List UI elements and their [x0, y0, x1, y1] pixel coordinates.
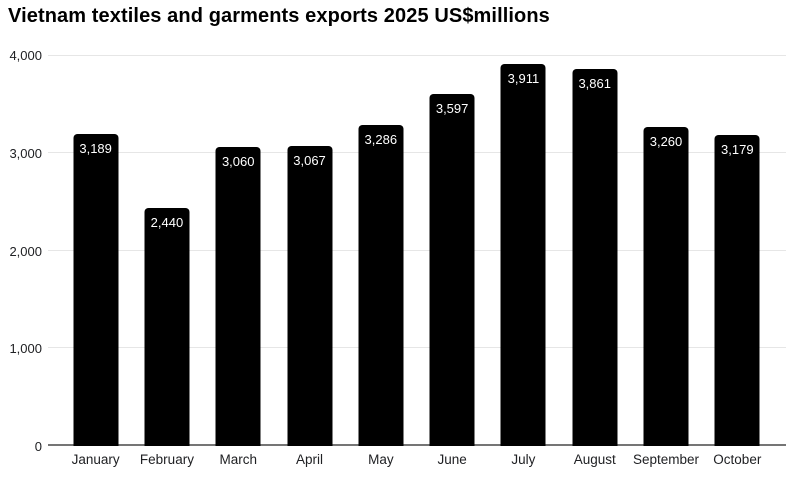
x-tick-label-july: July	[511, 452, 536, 467]
bar-slot-march: 3,060	[203, 55, 274, 446]
y-tick-label-4000: 4,000	[9, 48, 42, 63]
bar-slot-june: 3,597	[416, 55, 487, 446]
bar-value-label-january: 3,189	[79, 141, 112, 157]
bar-value-label-september: 3,260	[649, 134, 683, 150]
bar-may[interactable]: 3,286	[358, 124, 404, 446]
x-tick-label-october: October	[713, 452, 762, 467]
bar-value-label-june: 3,597	[435, 101, 469, 117]
bar-slot-july: 3,911	[488, 55, 559, 446]
bar-june[interactable]: 3,597	[429, 94, 475, 446]
bar-october[interactable]: 3,179	[714, 135, 760, 446]
x-tick-label-may: May	[368, 452, 394, 467]
bar-slot-may: 3,286	[345, 55, 416, 446]
bar-april[interactable]: 3,067	[287, 146, 333, 446]
gridline-4000	[48, 55, 786, 56]
x-tick-label-august: August	[573, 452, 616, 467]
gridline-2000	[48, 249, 786, 251]
bar-slot-september: 3,260	[630, 55, 701, 446]
chart-title: Vietnam textiles and garments exports 20…	[8, 5, 550, 27]
x-tick-label-april: April	[296, 452, 324, 467]
gridline-1000	[48, 346, 786, 348]
bar-slot-february: 2,440	[131, 55, 202, 446]
y-tick-label-2000: 2,000	[9, 243, 42, 259]
bar-value-label-february: 2,440	[150, 214, 184, 230]
x-tick-label-september: September	[633, 452, 700, 467]
bar-january[interactable]: 3,189	[73, 134, 119, 446]
bar-slot-october: 3,179	[702, 55, 773, 446]
y-tick-label-3000: 3,000	[9, 145, 42, 161]
bar-slot-january: 3,189	[60, 55, 131, 446]
plot-area	[48, 55, 786, 446]
y-tick-label-0: 0	[34, 439, 42, 454]
bars-band: 3,189 2,440 3,060 3,067 3,286 3,597 3,911 3,861…	[60, 55, 773, 446]
bar-value-label-march: 3,060	[221, 153, 255, 169]
x-tick-label-january: January	[71, 452, 120, 467]
bar-value-label-august: 3,861	[578, 75, 611, 91]
bar-july[interactable]: 3,911	[500, 63, 546, 446]
bar-march[interactable]: 3,060	[215, 146, 261, 446]
y-axis: 0 1,000 2,000 3,000 4,000	[0, 48, 42, 454]
bar-value-label-july: 3,911	[507, 70, 540, 86]
x-tick-label-march: March	[219, 452, 257, 467]
bar-value-label-april: 3,067	[293, 153, 326, 169]
bar-slot-april: 3,067	[274, 55, 345, 446]
bar-value-label-october: 3,179	[721, 142, 754, 158]
bar-august[interactable]: 3,861	[572, 68, 618, 446]
bar-value-label-may: 3,286	[364, 131, 398, 147]
gridline-3000	[48, 152, 786, 154]
x-tick-label-june: June	[437, 452, 467, 467]
y-tick-label-1000: 1,000	[9, 341, 42, 357]
x-tick-label-february: February	[139, 452, 194, 467]
bar-september[interactable]: 3,260	[643, 127, 689, 446]
bar-slot-august: 3,861	[559, 55, 630, 446]
bar-february[interactable]: 2,440	[144, 207, 190, 446]
x-axis: January February March April May June July Augu…	[60, 452, 773, 472]
